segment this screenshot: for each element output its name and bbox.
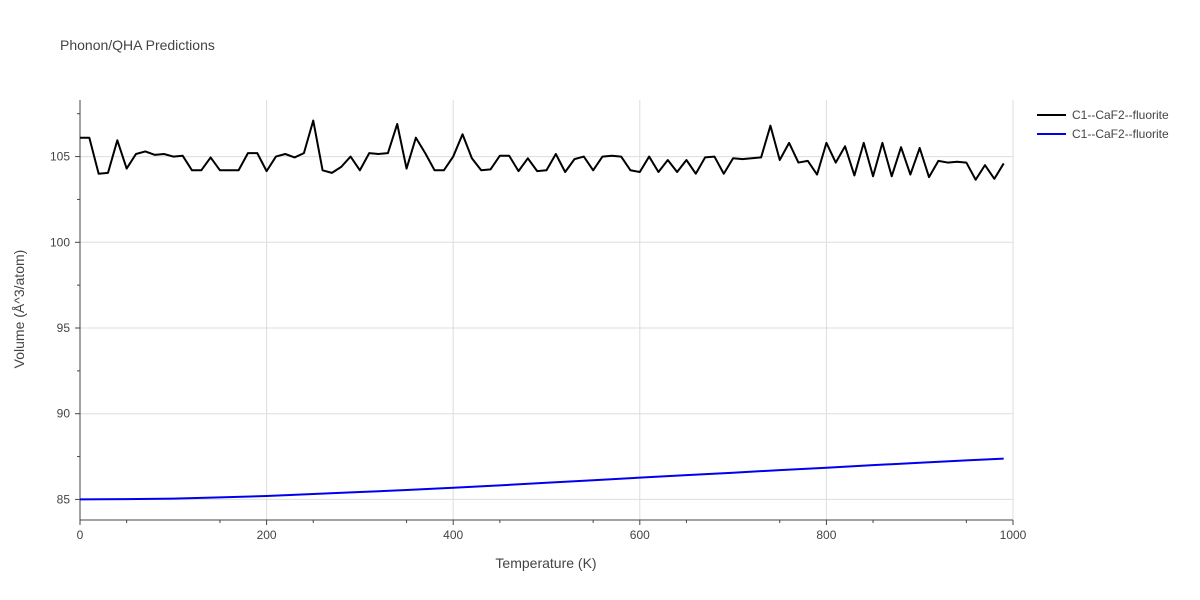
series-line-0[interactable] <box>80 119 1005 181</box>
x-tick-label: 400 <box>443 528 463 542</box>
x-tick-label: 800 <box>816 528 836 542</box>
plot-area <box>79 119 1005 501</box>
x-tick-label: 200 <box>257 528 277 542</box>
x-tick-label: 1000 <box>1000 528 1027 542</box>
y-tick-label: 100 <box>50 235 70 249</box>
x-axis-title: Temperature (K) <box>495 555 596 571</box>
series-line-1[interactable] <box>79 457 1004 501</box>
axes: 0 200 400 600 800 1000 85 90 95 100 105 <box>50 100 1027 542</box>
y-tick-label: 90 <box>57 407 71 421</box>
y-tick-label: 105 <box>50 150 70 164</box>
y-axis-title: Volume (Å^3/atom) <box>11 250 27 369</box>
legend-label-1[interactable]: C1--CaF2--fluorite <box>1072 127 1169 141</box>
legend-label-0[interactable]: C1--CaF2--fluorite <box>1072 108 1169 122</box>
y-tick-label: 85 <box>57 492 71 506</box>
x-tick-label: 0 <box>77 528 84 542</box>
y-tick-label: 95 <box>57 321 71 335</box>
x-tick-label: 600 <box>630 528 650 542</box>
legend[interactable]: C1--CaF2--fluorite C1--CaF2--fluorite <box>1037 108 1169 141</box>
grid <box>80 100 1014 520</box>
chart-title: Phonon/QHA Predictions <box>60 37 215 53</box>
